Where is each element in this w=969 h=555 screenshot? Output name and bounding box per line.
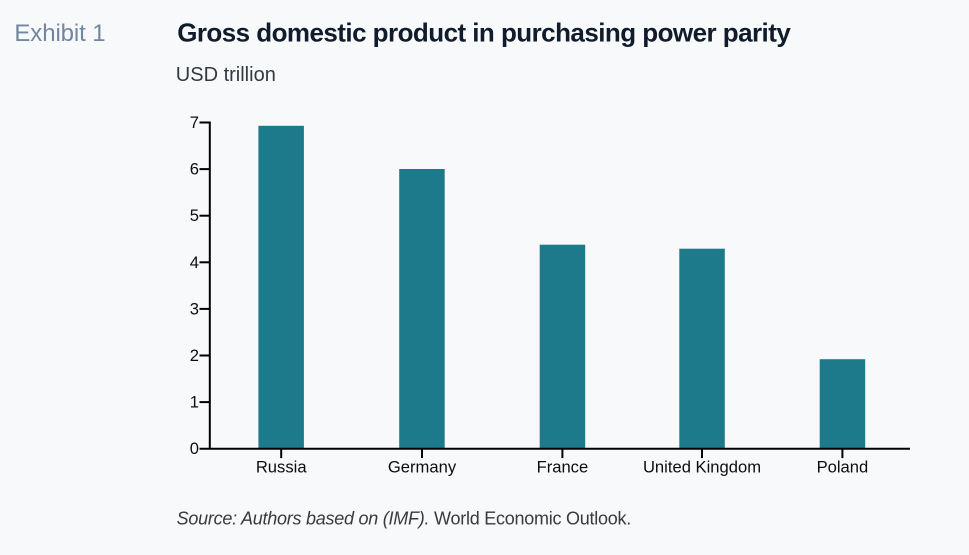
svg-text:5: 5 <box>190 206 199 225</box>
svg-text:USD trillion: USD trillion <box>176 64 276 86</box>
svg-text:2: 2 <box>190 346 199 365</box>
svg-text:Germany: Germany <box>388 457 457 476</box>
svg-text:Gross domestic product in purc: Gross domestic product in purchasing pow… <box>177 17 791 47</box>
svg-text:1: 1 <box>190 393 199 412</box>
svg-text:6: 6 <box>190 160 199 179</box>
svg-text:7: 7 <box>190 113 199 132</box>
svg-text:Exhibit 1: Exhibit 1 <box>14 20 105 47</box>
svg-text:Source: Authors based on (IMF): Source: Authors based on (IMF). World Ec… <box>177 508 631 528</box>
svg-text:United Kingdom: United Kingdom <box>643 457 761 476</box>
svg-text:Russia: Russia <box>256 457 307 476</box>
svg-text:Poland: Poland <box>817 457 869 476</box>
svg-text:3: 3 <box>190 299 199 318</box>
svg-text:France: France <box>537 457 589 476</box>
svg-text:4: 4 <box>190 253 199 272</box>
svg-text:0: 0 <box>190 439 199 458</box>
